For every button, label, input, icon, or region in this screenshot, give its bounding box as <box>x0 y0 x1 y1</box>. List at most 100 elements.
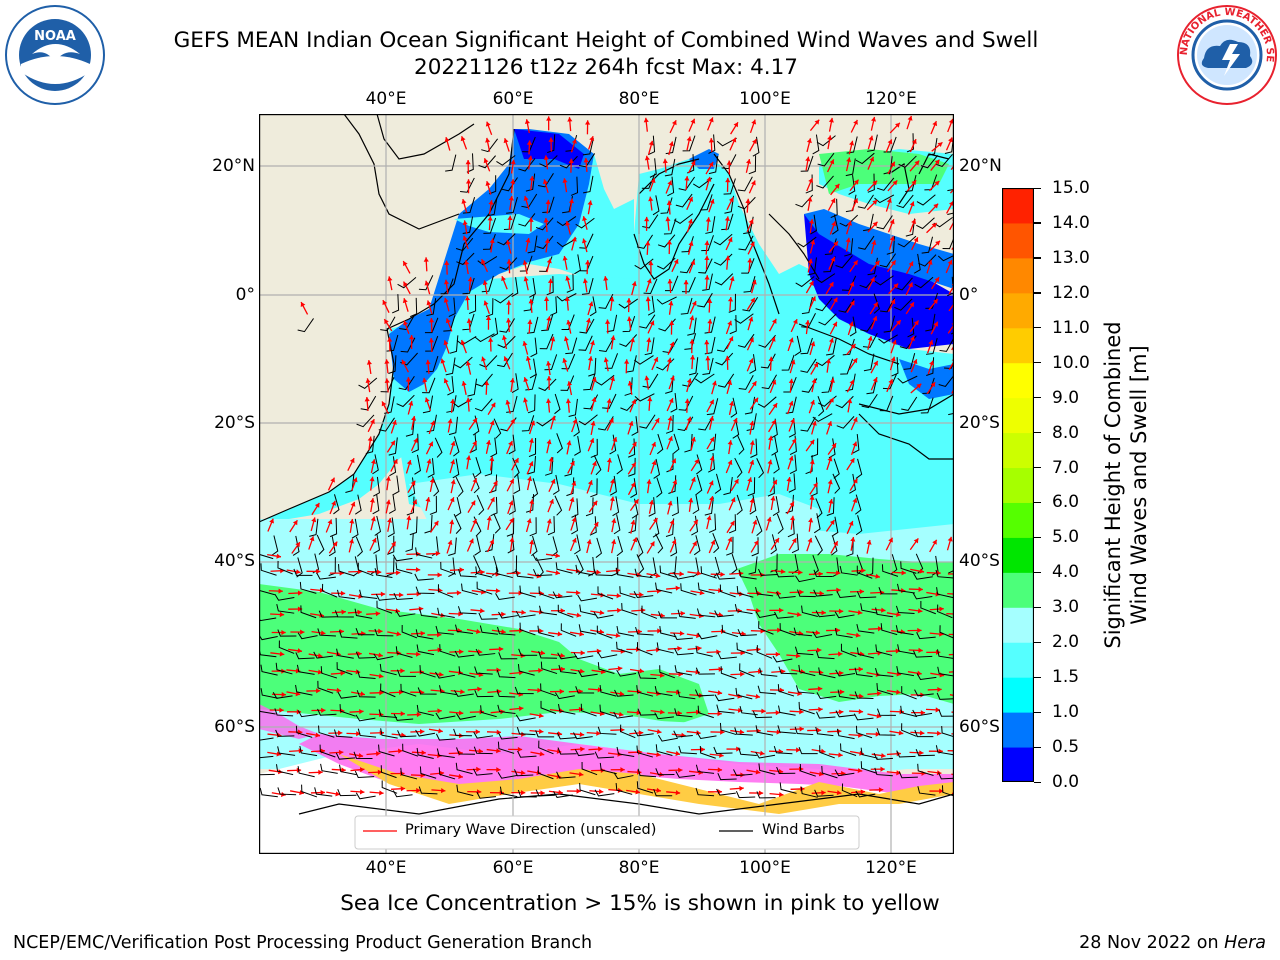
wave-arrowhead <box>421 750 426 756</box>
wind-barb <box>381 780 398 794</box>
wave-arrowhead <box>527 319 533 325</box>
wind-barb <box>649 557 657 578</box>
wave-arrowhead <box>563 336 569 342</box>
wind-barb <box>380 728 398 739</box>
wave-arrowhead <box>508 196 514 201</box>
wave-arrowhead <box>547 278 554 284</box>
wind-barb <box>272 691 293 699</box>
wind-barb <box>577 594 598 602</box>
wind-barb <box>682 372 699 387</box>
wind-barb <box>655 582 673 594</box>
wave-arrowhead <box>875 573 880 579</box>
wind-barb <box>777 684 795 697</box>
wave-arrowhead <box>276 553 281 559</box>
wind-barb <box>400 337 416 353</box>
wave-arrowhead <box>518 705 524 712</box>
wind-barb <box>615 567 634 578</box>
wind-barb <box>498 611 518 619</box>
wave-arrowhead <box>475 729 481 735</box>
wind-barb <box>935 569 954 579</box>
wave-arrowhead <box>939 606 944 612</box>
wind-barb <box>814 789 834 797</box>
wind-barb <box>612 496 620 517</box>
wind-barb <box>359 589 378 600</box>
wave-arrowhead <box>675 790 681 796</box>
wave-arrowhead <box>777 627 782 633</box>
wind-barb <box>732 418 740 439</box>
wind-barb <box>581 278 594 295</box>
wind-barb <box>916 632 936 640</box>
wind-barb <box>435 671 455 679</box>
wave-arrowhead <box>749 459 755 465</box>
wind-barb <box>682 135 696 152</box>
wind-barb <box>497 626 516 636</box>
wave-arrowhead <box>816 647 822 653</box>
wave-arrowhead <box>747 258 753 263</box>
wind-barb <box>335 752 356 760</box>
wave-arrowhead <box>481 259 486 265</box>
wave-arrowhead <box>859 589 865 595</box>
lat-label-left: 0° <box>235 285 255 305</box>
wind-barb <box>721 624 739 638</box>
wind-barb <box>573 732 593 740</box>
wind-barb <box>755 751 776 759</box>
colorbar-tick-label: 13.0 <box>1052 247 1090 268</box>
wave-arrowhead <box>889 219 895 225</box>
wave-arrowhead <box>332 541 338 547</box>
wind-barb <box>677 416 694 431</box>
wind-barb <box>728 293 736 313</box>
wave-arrowhead <box>774 538 779 544</box>
colorbar-bin <box>1002 432 1034 469</box>
wind-barb <box>857 194 874 209</box>
colorbar-bin <box>1002 572 1034 608</box>
wave-arrowhead <box>550 415 556 421</box>
wind-barb <box>660 197 673 214</box>
wave-arrowhead <box>424 280 430 286</box>
wave-arrowhead <box>620 767 625 773</box>
wind-barb <box>373 476 380 497</box>
wave-arrowhead <box>338 749 344 755</box>
wave-arrowhead <box>933 321 938 327</box>
wind-barb <box>456 747 475 755</box>
wave-arrowhead <box>937 686 942 693</box>
wind-barb <box>664 158 676 177</box>
legend-wave-label: Primary Wave Direction (unscaled) <box>405 822 657 838</box>
wave-direction-arrow <box>948 360 954 371</box>
wind-barb <box>856 647 875 659</box>
wind-barb <box>840 358 854 375</box>
wind-barb <box>815 610 836 618</box>
wave-arrowhead <box>727 460 733 465</box>
lon-label-top: 40°E <box>365 89 407 109</box>
wave-arrowhead <box>808 178 813 184</box>
wind-barb <box>637 671 657 680</box>
wave-arrowhead <box>609 478 615 484</box>
wind-barb <box>299 581 317 594</box>
wave-arrowhead <box>683 280 689 285</box>
wave-arrowhead <box>528 438 534 443</box>
wave-arrowhead <box>522 341 528 346</box>
wave-arrowhead <box>637 629 642 635</box>
wind-barb <box>275 729 295 737</box>
wave-arrowhead <box>679 630 685 636</box>
wave-arrowhead <box>847 220 852 226</box>
colorbar-bin <box>1002 712 1034 748</box>
wind-barb <box>840 743 857 756</box>
wind-barb <box>666 453 674 473</box>
wave-arrowhead <box>790 359 796 365</box>
wind-barb <box>698 258 713 274</box>
wind-barb <box>415 586 435 594</box>
wind-barb <box>297 766 315 778</box>
wind-barb <box>476 494 485 516</box>
wind-barb <box>456 336 477 346</box>
wave-arrowhead <box>521 609 526 615</box>
lon-label-top: 60°E <box>492 89 534 109</box>
wind-barb <box>384 396 395 414</box>
wave-arrowhead <box>849 300 855 306</box>
wind-barb <box>357 670 376 679</box>
wave-arrowhead <box>639 591 644 598</box>
wind-barb <box>553 791 573 798</box>
wind-barb <box>693 535 701 556</box>
wave-arrowhead <box>498 646 504 652</box>
wind-barb <box>695 667 715 675</box>
wind-barb <box>800 416 816 432</box>
